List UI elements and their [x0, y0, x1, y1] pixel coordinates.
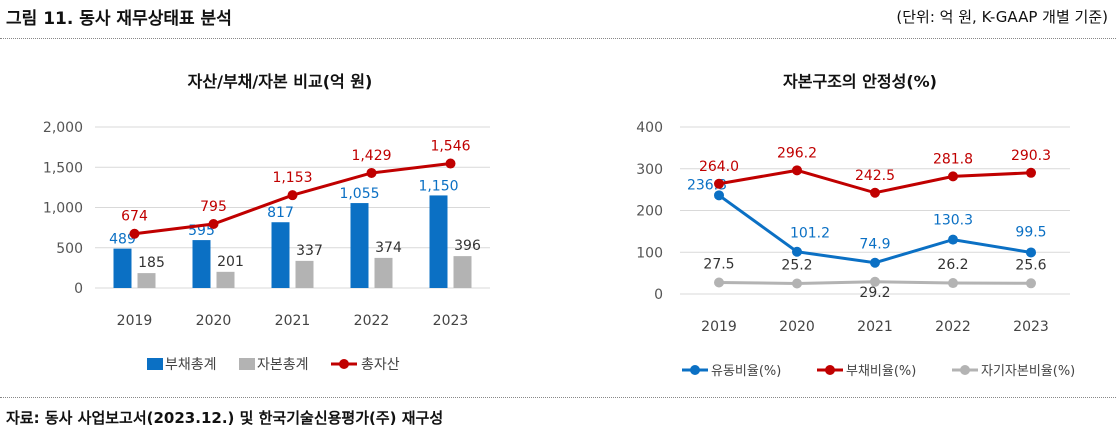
- source-note: 자료: 동사 사업보고서(2023.12.) 및 한국기술신용평가(주) 재구성: [6, 409, 444, 427]
- label-total-assets: 1,546: [430, 139, 470, 155]
- legend-label: 부채총계: [165, 357, 217, 373]
- bar-liabilities: [192, 240, 211, 288]
- point-debt-ratio: [714, 178, 724, 189]
- bar-label-equity: 185: [138, 255, 165, 271]
- bar-label-equity: 201: [217, 254, 244, 270]
- label-equity-ratio: 27.5: [703, 257, 734, 273]
- y-tick-label: 200: [636, 204, 663, 220]
- label-current-ratio: 130.3: [933, 213, 973, 229]
- bar-label-liabilities: 1,150: [418, 178, 458, 194]
- bar-liabilities: [429, 195, 448, 288]
- x-tick-label: 2022: [354, 313, 390, 329]
- top-divider: [0, 38, 1116, 39]
- label-total-assets: 674: [121, 209, 148, 225]
- x-tick-label: 2023: [433, 313, 469, 329]
- point-total-assets: [445, 158, 456, 169]
- legend-swatch: [147, 358, 163, 370]
- point-total-assets: [366, 167, 377, 178]
- point-debt-ratio: [1026, 167, 1036, 178]
- chart1-title: 자산/부채/자본 비교(억 원): [187, 72, 373, 91]
- point-equity-ratio: [1026, 278, 1036, 289]
- y-tick-label: 500: [56, 241, 83, 257]
- point-equity-ratio: [714, 277, 724, 288]
- bar-equity: [453, 256, 472, 288]
- bar-label-liabilities: 1,055: [339, 186, 379, 202]
- point-current-ratio: [948, 234, 958, 245]
- label-current-ratio: 74.9: [859, 237, 890, 253]
- point-equity-ratio: [870, 276, 880, 287]
- point-total-assets: [129, 228, 140, 239]
- bar-liabilities: [113, 248, 132, 288]
- legend-label: 총자산: [361, 357, 400, 373]
- bar-liabilities: [350, 203, 369, 288]
- point-debt-ratio: [792, 165, 802, 176]
- bar-liabilities: [271, 222, 290, 288]
- x-tick-label: 2021: [275, 313, 311, 329]
- figure-title: 그림 11. 동사 재무상태표 분석: [6, 9, 232, 29]
- x-tick-label: 2023: [1013, 319, 1049, 335]
- label-debt-ratio: 281.8: [933, 151, 973, 167]
- x-tick-label: 2019: [701, 319, 737, 335]
- point-total-assets: [208, 219, 219, 230]
- point-current-ratio: [714, 190, 724, 201]
- bar-label-liabilities: 489: [109, 232, 136, 248]
- bar-label-liabilities: 817: [267, 205, 294, 221]
- bar-label-equity: 374: [375, 240, 402, 256]
- y-tick-label: 300: [636, 162, 663, 178]
- bar-label-equity: 396: [454, 238, 481, 254]
- chart2-title: 자본구조의 안정성(%): [783, 72, 937, 91]
- label-current-ratio: 101.2: [790, 226, 830, 242]
- bar-equity: [374, 257, 393, 288]
- unit-note: (단위: 억 원, K-GAAP 개별 기준): [896, 8, 1108, 26]
- bar-equity: [216, 271, 235, 288]
- legend-label: 자본총계: [257, 357, 309, 373]
- asset-liability-equity-chart: 0 500 1,000 1,500 2,000 2019 2020 2021 2022 2023 4…: [43, 120, 490, 373]
- label-debt-ratio: 264.0: [699, 159, 739, 175]
- legend-marker: [690, 365, 700, 375]
- y-tick-label: 1,500: [43, 160, 83, 176]
- label-total-assets: 1,429: [351, 148, 391, 164]
- x-tick-label: 2019: [117, 313, 153, 329]
- y-tick-label: 400: [636, 120, 663, 136]
- y-tick-label: 0: [654, 287, 663, 303]
- bar-label-equity: 337: [296, 243, 323, 259]
- y-tick-label: 0: [74, 281, 83, 297]
- bar-equity: [137, 273, 156, 288]
- point-equity-ratio: [792, 278, 802, 289]
- x-tick-label: 2020: [779, 319, 815, 335]
- bar-equity: [295, 260, 314, 288]
- label-debt-ratio: 290.3: [1011, 148, 1051, 164]
- label-total-assets: 795: [200, 199, 227, 215]
- x-tick-label: 2021: [857, 319, 893, 335]
- label-equity-ratio: 29.2: [859, 285, 890, 301]
- label-equity-ratio: 25.2: [781, 257, 812, 273]
- legend-swatch: [239, 358, 255, 370]
- point-debt-ratio: [948, 171, 958, 182]
- label-equity-ratio: 26.2: [937, 257, 968, 273]
- bottom-divider: [0, 397, 1116, 398]
- y-tick-label: 1,000: [43, 201, 83, 217]
- legend-label: 자기자본비율(%): [981, 364, 1075, 379]
- x-tick-label: 2022: [935, 319, 971, 335]
- point-current-ratio: [870, 257, 880, 268]
- point-total-assets: [287, 190, 298, 201]
- y-tick-label: 2,000: [43, 120, 83, 136]
- point-debt-ratio: [870, 187, 880, 198]
- label-current-ratio: 99.5: [1015, 224, 1046, 240]
- legend-label: 부채비율(%): [846, 364, 916, 379]
- label-debt-ratio: 242.5: [855, 168, 895, 184]
- legend-label: 유동비율(%): [711, 364, 781, 379]
- point-current-ratio: [792, 246, 802, 257]
- label-equity-ratio: 25.6: [1015, 257, 1046, 273]
- legend-marker: [825, 365, 835, 375]
- y-tick-label: 100: [636, 245, 663, 261]
- point-current-ratio: [1026, 247, 1036, 258]
- legend-marker: [960, 365, 970, 375]
- point-equity-ratio: [948, 278, 958, 289]
- x-tick-label: 2020: [196, 313, 232, 329]
- label-total-assets: 1,153: [272, 170, 312, 186]
- legend-marker: [339, 359, 349, 369]
- label-debt-ratio: 296.2: [777, 145, 817, 161]
